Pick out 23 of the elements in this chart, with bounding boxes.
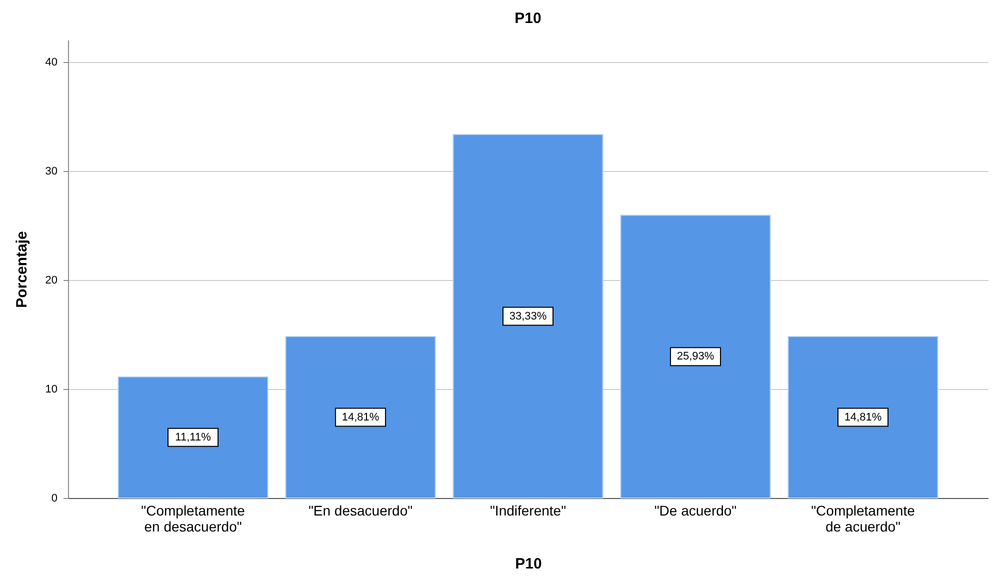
- x-tick-label: "De acuerdo": [654, 502, 737, 518]
- data-label: 11,11%: [175, 431, 212, 444]
- x-tick-label: "Completamente en desacuerdo": [141, 502, 246, 534]
- data-label: 25,93%: [676, 350, 714, 363]
- data-label: 14,81%: [342, 411, 380, 424]
- y-tick-label: 0: [51, 492, 58, 504]
- bar: [620, 214, 771, 498]
- data-label: 33,33%: [509, 310, 547, 322]
- y-axis-title: Porcentaje: [13, 231, 30, 308]
- data-label: 14,81%: [844, 411, 882, 424]
- x-tick-label: "Completamente de acuerdo": [811, 502, 916, 534]
- bar: [788, 336, 938, 498]
- y-tick-label: 30: [45, 165, 58, 178]
- y-tick-label: 20: [45, 274, 58, 286]
- bar: [452, 134, 604, 498]
- y-tick-label: 10: [45, 383, 58, 396]
- bar: [285, 336, 436, 498]
- x-tick-label: "Indiferente": [490, 502, 566, 518]
- chart-title: P10: [514, 10, 542, 27]
- bar: [118, 376, 268, 498]
- y-tick-label: 40: [45, 56, 58, 68]
- x-axis-title: P10: [515, 556, 542, 572]
- x-tick-label: "En desacuerdo": [308, 502, 413, 518]
